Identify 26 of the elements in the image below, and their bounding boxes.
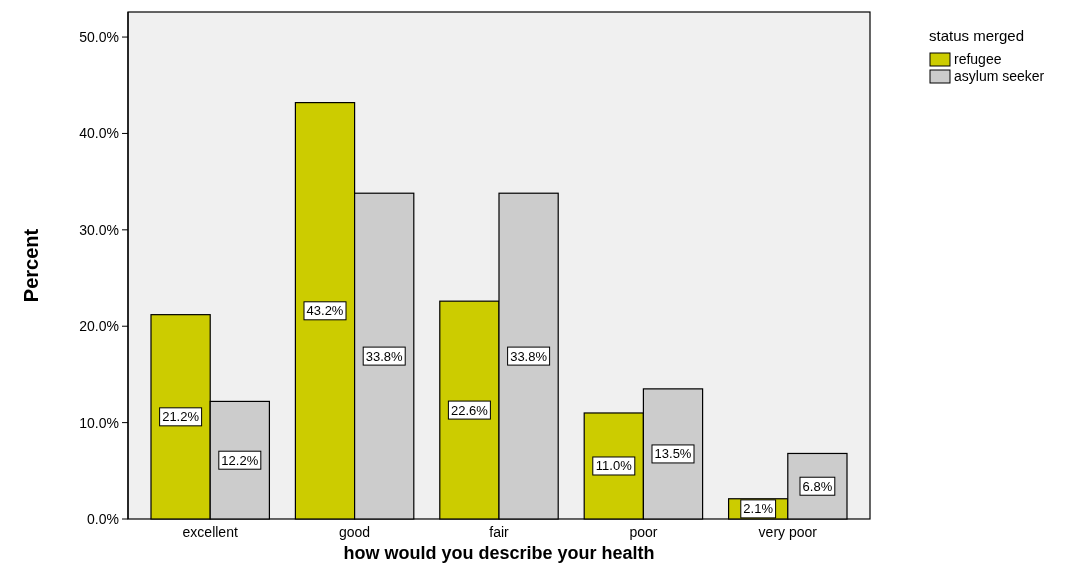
- x-axis-title: how would you describe your health: [343, 543, 655, 563]
- data-label: 12.2%: [221, 452, 259, 468]
- data-label: 11.0%: [595, 458, 633, 474]
- data-label: 21.2%: [162, 409, 200, 425]
- data-label: 13.5%: [654, 446, 692, 462]
- data-label: 43.2%: [306, 303, 344, 319]
- data-label: 2.1%: [743, 501, 774, 517]
- legend-title: status merged: [929, 27, 1025, 44]
- x-tick-label: excellent: [182, 524, 238, 540]
- y-tick-label: 0.0%: [87, 511, 119, 527]
- x-tick-label: poor: [629, 524, 658, 540]
- data-label: 33.8%: [365, 348, 404, 364]
- y-tick-label: 30.0%: [79, 221, 119, 238]
- y-tick-label: 40.0%: [79, 125, 119, 142]
- data-label: 6.8%: [802, 478, 833, 494]
- legend-label: refugee: [954, 51, 1002, 67]
- legend-label: asylum seeker: [954, 68, 1045, 84]
- y-tick-label: 20.0%: [79, 318, 119, 335]
- y-tick-label: 10.0%: [79, 414, 119, 431]
- y-axis-title: Percent: [20, 228, 42, 303]
- data-label: 22.6%: [450, 402, 489, 418]
- y-tick-label: 50.0%: [79, 29, 119, 46]
- data-label: 33.8%: [510, 348, 548, 364]
- x-tick-label: good: [339, 524, 371, 540]
- x-tick-label: very poor: [758, 524, 818, 540]
- x-tick-label: fair: [489, 524, 510, 540]
